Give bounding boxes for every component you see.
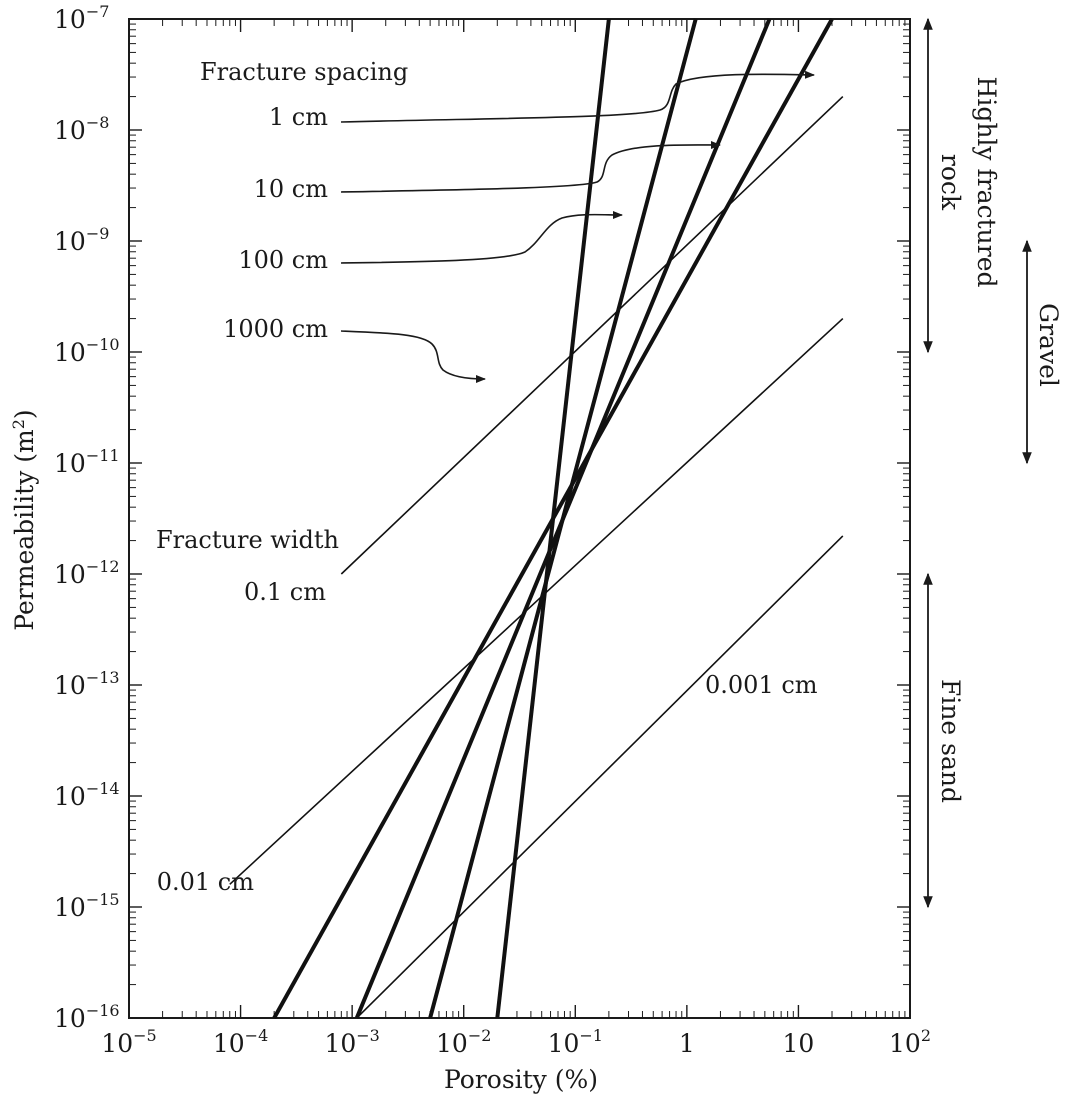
width-label-0.001cm: 0.001 cm (705, 671, 818, 699)
x-tick-labels: 10−5 10−4 10−3 10−2 10−1 1 10 102 (101, 1026, 931, 1058)
x-tick-label: 10−4 (213, 1026, 268, 1058)
callout-arrow-1000cm (340, 330, 486, 383)
width-line-0.1cm (340, 96, 844, 575)
y-axis-title-main: Permeability (m (10, 429, 39, 631)
callout-arrow-100cm (340, 210, 623, 264)
x-tick-label: 10−3 (324, 1026, 379, 1058)
width-label-0.1cm: 0.1 cm (244, 578, 326, 606)
spacing-group-label: Fracture spacing (200, 58, 408, 86)
spacing-line-100cm (354, 18, 772, 1019)
x-tick-label: 10−2 (436, 1026, 491, 1058)
major-ticks (128, 18, 911, 1019)
y-axis-title-close: ) (10, 409, 39, 419)
spacing-line-1000cm (272, 18, 834, 1019)
y-tick-label: 10−9 (54, 224, 109, 256)
spacing-label-100cm: 100 cm (238, 246, 328, 274)
x-tick-label: 10−5 (101, 1026, 156, 1058)
callout-arrow-10cm (340, 140, 721, 193)
y-axis-title: Permeability (m2) (9, 409, 39, 630)
minor-ticks (129, 19, 910, 1018)
range-bars (923, 17, 1032, 909)
fracture-width-lines (229, 96, 844, 1019)
y-tick-label: 10−7 (54, 2, 109, 34)
callout-arrow-1cm (340, 70, 815, 123)
y-tick-label: 10−15 (54, 890, 120, 922)
x-tick-label: 102 (889, 1026, 931, 1058)
y-tick-label: 10−12 (54, 557, 120, 589)
width-group-label: Fracture width (156, 526, 339, 554)
width-line-0.001cm (356, 535, 844, 1019)
range-label-gravel: Gravel (1034, 303, 1063, 387)
range-label-highly-fractured-rock-line1: Highly fractured (972, 77, 1001, 288)
range-label-fine-sand: Fine sand (936, 679, 965, 803)
fracture-spacing-lines (272, 18, 834, 1019)
width-line-0.01cm (229, 317, 844, 885)
x-tick-label: 10 (783, 1029, 815, 1058)
spacing-label-1000cm: 1000 cm (223, 315, 328, 343)
y-tick-labels: 10−7 10−8 10−9 10−10 10−11 10−12 10−13 10−14 10−… (54, 2, 120, 1033)
y-tick-label: 10−10 (54, 335, 120, 367)
plot-frame (128, 18, 911, 1019)
range-label-highly-fractured-rock-line2: rock (936, 154, 965, 211)
y-tick-label: 10−13 (54, 668, 120, 700)
width-label-0.01cm: 0.01 cm (157, 868, 255, 896)
x-tick-label: 1 (679, 1029, 695, 1058)
x-tick-label: 10−1 (548, 1026, 603, 1058)
y-tick-label: 10−14 (54, 779, 120, 811)
y-tick-label: 10−8 (54, 113, 109, 145)
spacing-label-10cm: 10 cm (254, 175, 329, 203)
y-tick-label: 10−16 (54, 1001, 120, 1033)
y-axis-title-sup: 2 (9, 419, 28, 429)
spacing-label-1cm: 1 cm (269, 103, 328, 131)
y-tick-label: 10−11 (54, 446, 120, 478)
x-axis-title: Porosity (%) (444, 1065, 598, 1094)
